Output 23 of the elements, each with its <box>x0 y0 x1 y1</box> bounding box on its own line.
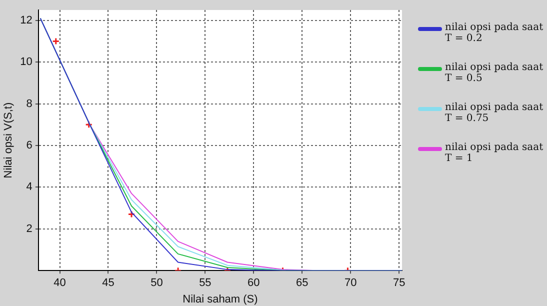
x-tick-label: 70 <box>344 277 357 290</box>
legend-label: nilai opsi pada saat T = 0.5 <box>445 62 544 84</box>
x-tick-label: 45 <box>102 277 114 290</box>
legend-label: nilai opsi pada saat T = 0.75 <box>445 102 544 124</box>
y-tick-label: 8 <box>26 98 32 110</box>
x-tick-label: 65 <box>296 277 308 290</box>
y-tick-label: 6 <box>26 140 32 152</box>
x-tick-label: 60 <box>248 277 260 290</box>
legend-label: nilai opsi pada saat T = 1 <box>445 142 544 164</box>
y-tick-label: 4 <box>26 181 32 194</box>
x-tick-label: 40 <box>54 277 66 290</box>
point <box>85 120 93 128</box>
x-tick-label: 50 <box>150 277 163 290</box>
point <box>128 210 136 218</box>
x-tick-label: 75 <box>392 277 406 290</box>
y-tick-label: 2 <box>26 222 32 235</box>
x-axis-title: Nilai saham (S) <box>182 293 258 306</box>
y-tick-label: 12 <box>20 14 32 26</box>
legend-label: nilai opsi pada saat T = 0.2 <box>445 22 544 44</box>
y-tick-label: 10 <box>20 56 32 68</box>
x-tick-label: 55 <box>199 277 212 290</box>
y-axis-title: Nilai opsi V(S,t) <box>2 102 15 178</box>
point <box>52 38 60 46</box>
